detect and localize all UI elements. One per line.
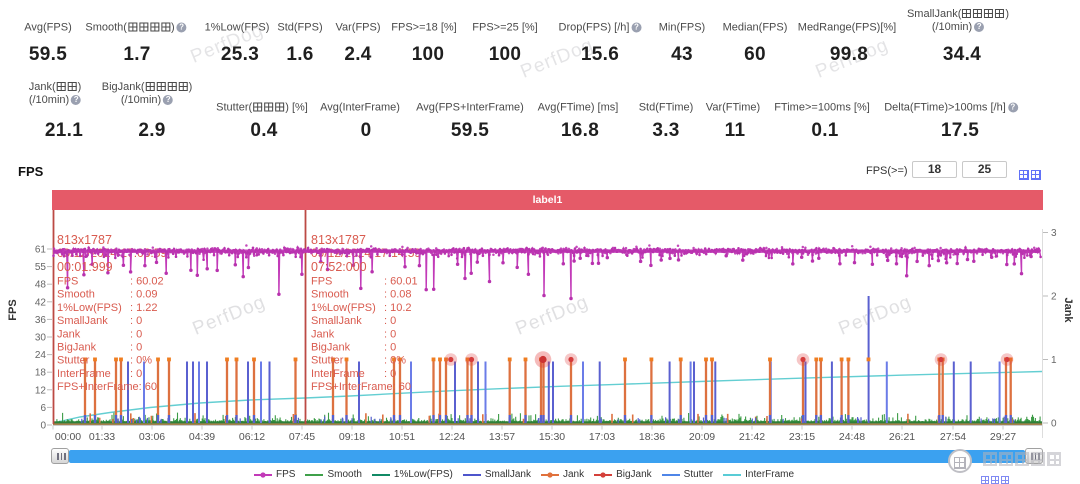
svg-text:29:27: 29:27 bbox=[990, 431, 1016, 443]
svg-text:Smooth: Smooth bbox=[57, 289, 95, 301]
svg-text:BigJank: BigJank bbox=[311, 342, 351, 354]
svg-text:: 0%: : 0% bbox=[130, 355, 152, 367]
svg-text:36: 36 bbox=[35, 315, 47, 326]
svg-text:23:15: 23:15 bbox=[789, 431, 815, 443]
svg-text:: 0: : 0 bbox=[384, 315, 396, 327]
svg-text:Stutter: Stutter bbox=[57, 355, 90, 367]
svg-text:01:33: 01:33 bbox=[89, 431, 115, 443]
svg-text:6: 6 bbox=[40, 403, 46, 414]
svg-text:26:21: 26:21 bbox=[889, 431, 915, 443]
svg-text:20:09: 20:09 bbox=[689, 431, 715, 443]
svg-text:Stutter: Stutter bbox=[311, 355, 344, 367]
svg-text:27:54: 27:54 bbox=[940, 431, 966, 443]
svg-text:07:45: 07:45 bbox=[289, 431, 315, 443]
svg-text:03:06: 03:06 bbox=[139, 431, 165, 443]
svg-text:17:03: 17:03 bbox=[589, 431, 615, 443]
svg-text:: 0: : 0 bbox=[384, 368, 396, 380]
svg-text:10:51: 10:51 bbox=[389, 431, 415, 443]
svg-text:Smooth: Smooth bbox=[311, 289, 349, 301]
svg-text:InterFrame: InterFrame bbox=[57, 368, 111, 380]
svg-text:24: 24 bbox=[35, 350, 47, 361]
svg-text:3: 3 bbox=[1051, 228, 1057, 239]
svg-text:FPS+InterFrame: 60: FPS+InterFrame: 60 bbox=[57, 381, 157, 393]
svg-text:09:18: 09:18 bbox=[339, 431, 365, 443]
svg-text:0: 0 bbox=[40, 421, 46, 432]
svg-text:00:00: 00:00 bbox=[55, 431, 81, 443]
svg-text:: 0: : 0 bbox=[130, 368, 142, 380]
svg-text:2: 2 bbox=[1051, 292, 1057, 303]
svg-text:: 0: : 0 bbox=[130, 342, 142, 354]
svg-text:48: 48 bbox=[35, 280, 47, 291]
svg-text:813x1787: 813x1787 bbox=[57, 233, 112, 247]
svg-text:: 0.09: : 0.09 bbox=[130, 289, 158, 301]
svg-text:12:24: 12:24 bbox=[439, 431, 465, 443]
svg-text:: 0: : 0 bbox=[130, 315, 142, 327]
svg-text:: 0: : 0 bbox=[384, 342, 396, 354]
svg-text:Jank: Jank bbox=[57, 328, 81, 340]
svg-text:61: 61 bbox=[35, 245, 47, 256]
svg-text:13:57: 13:57 bbox=[489, 431, 515, 443]
svg-text:: 60.01: : 60.01 bbox=[384, 276, 418, 288]
svg-text:12: 12 bbox=[35, 385, 47, 396]
svg-text:: 1.22: : 1.22 bbox=[130, 302, 158, 314]
svg-text:1%Low(FPS): 1%Low(FPS) bbox=[57, 302, 122, 314]
svg-text:813x1787: 813x1787 bbox=[311, 233, 366, 247]
svg-text:FPS: FPS bbox=[57, 276, 78, 288]
svg-text:: 0%: : 0% bbox=[384, 355, 406, 367]
svg-text:InterFrame: InterFrame bbox=[311, 368, 365, 380]
svg-text:FPS: FPS bbox=[311, 276, 332, 288]
svg-text:1: 1 bbox=[1051, 355, 1057, 366]
svg-text:Jank: Jank bbox=[1062, 297, 1074, 323]
svg-text:: 0: : 0 bbox=[130, 328, 142, 340]
svg-text:18:36: 18:36 bbox=[639, 431, 665, 443]
svg-text:24:48: 24:48 bbox=[839, 431, 865, 443]
svg-text:30: 30 bbox=[35, 333, 47, 344]
svg-text:00:01:999: 00:01:999 bbox=[57, 260, 113, 274]
svg-text:55: 55 bbox=[35, 262, 47, 273]
svg-text:FPS+InterFrame: 60: FPS+InterFrame: 60 bbox=[311, 381, 411, 393]
svg-text:15:30: 15:30 bbox=[539, 431, 565, 443]
svg-text:18: 18 bbox=[35, 368, 47, 379]
svg-text:1%Low(FPS): 1%Low(FPS) bbox=[311, 302, 376, 314]
svg-text:0: 0 bbox=[1051, 419, 1057, 430]
svg-text:Jank: Jank bbox=[311, 328, 335, 340]
svg-text:21:42: 21:42 bbox=[739, 431, 765, 443]
svg-text:04:39: 04:39 bbox=[189, 431, 215, 443]
svg-text:07:52:000: 07:52:000 bbox=[311, 260, 367, 274]
svg-text:42: 42 bbox=[35, 297, 47, 308]
svg-text:FPS: FPS bbox=[7, 299, 19, 320]
svg-text:: 0: : 0 bbox=[384, 328, 396, 340]
svg-text:: 0.08: : 0.08 bbox=[384, 289, 412, 301]
svg-text:: 60.02: : 60.02 bbox=[130, 276, 164, 288]
svg-text:SmallJank: SmallJank bbox=[57, 315, 108, 327]
svg-text:SmallJank: SmallJank bbox=[311, 315, 362, 327]
svg-text:06:12: 06:12 bbox=[239, 431, 265, 443]
svg-text:BigJank: BigJank bbox=[57, 342, 97, 354]
svg-text:: 10.2: : 10.2 bbox=[384, 302, 412, 314]
